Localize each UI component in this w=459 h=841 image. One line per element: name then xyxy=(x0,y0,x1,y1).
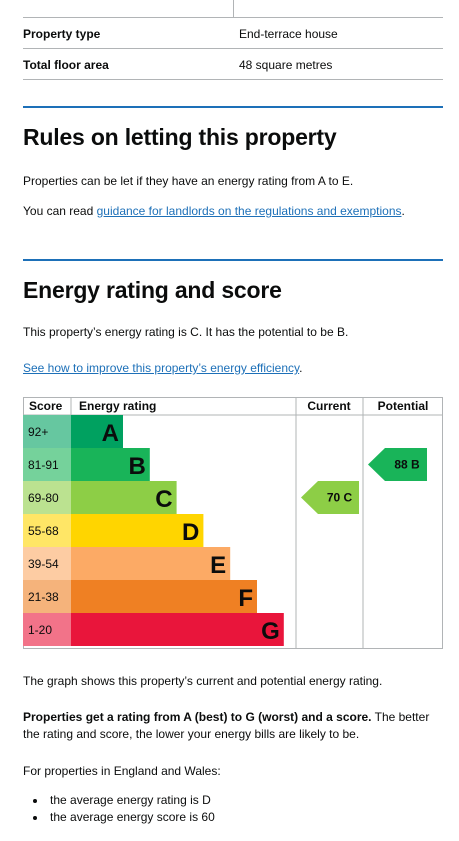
average-intro: For properties in England and Wales: xyxy=(23,764,221,778)
rating-bar-f xyxy=(71,580,257,613)
score-cell-f xyxy=(23,580,71,613)
summary-table-top xyxy=(23,0,443,18)
rating-bar-a xyxy=(71,415,123,448)
current-rating-marker-label: 70 C xyxy=(327,491,353,505)
rating-bar-d xyxy=(71,514,204,547)
score-range-e: 39-54 xyxy=(28,557,59,571)
score-cell-b xyxy=(23,448,71,481)
current-rating-marker xyxy=(301,481,359,514)
section-rule xyxy=(23,106,443,108)
rating-bar-c xyxy=(71,481,177,514)
rating-letter-a: A xyxy=(102,420,119,447)
potential-header: Potential xyxy=(378,399,429,413)
rating-letter-f: F xyxy=(238,585,253,612)
read-suffix: . xyxy=(401,204,405,218)
property-type-label: Property type xyxy=(23,27,101,41)
rating-letter-e: E xyxy=(210,552,226,579)
score-range-b: 81-91 xyxy=(28,458,59,472)
average-list: the average energy rating is D the avera… xyxy=(23,792,215,826)
letting-text: Properties can be let if they have an en… xyxy=(23,174,354,188)
score-header: Score xyxy=(29,399,63,413)
floor-area-value: 48 square metres xyxy=(239,58,333,72)
rating-letter-d: D xyxy=(182,519,199,546)
read-prefix: You can read xyxy=(23,204,97,218)
list-item: the average energy rating is D xyxy=(23,792,215,809)
potential-rating-marker xyxy=(368,448,427,481)
score-cell-g xyxy=(23,613,71,646)
section-rule xyxy=(23,259,443,261)
potential-rating-marker-label: 88 B xyxy=(394,458,420,472)
floor-area-label: Total floor area xyxy=(23,58,109,72)
score-range-c: 69-80 xyxy=(28,491,59,505)
rating-header: Energy rating xyxy=(79,399,156,413)
table-row: Total floor area 48 square metres xyxy=(23,49,443,80)
rating-explanation: Properties get a rating from A (best) to… xyxy=(23,709,443,743)
improve-suffix: . xyxy=(299,361,303,375)
energy-rating-text: This property’s energy rating is C. It h… xyxy=(23,325,349,339)
landlord-guidance-link[interactable]: guidance for landlords on the regulation… xyxy=(96,204,402,218)
rating-letter-g: G xyxy=(261,618,280,645)
rating-bar-e xyxy=(71,547,231,580)
score-range-a: 92+ xyxy=(28,425,48,439)
improve-paragraph: See how to improve this property’s energ… xyxy=(23,360,443,377)
list-item: the average energy score is 60 xyxy=(23,809,215,826)
letting-heading: Rules on letting this property xyxy=(23,124,337,150)
rating-explanation-rest: The better the rating and score, the low… xyxy=(23,710,430,741)
rating-bar-g xyxy=(71,613,284,646)
score-range-g: 1-20 xyxy=(28,623,52,637)
improve-efficiency-link[interactable]: See how to improve this property’s energ… xyxy=(23,361,300,375)
rating-explanation-bold: Properties get a rating from A (best) to… xyxy=(23,710,372,724)
property-type-value: End-terrace house xyxy=(239,27,338,41)
table-row: Property type End-terrace house xyxy=(23,18,443,49)
rating-letter-c: C xyxy=(155,486,172,513)
score-cell-d xyxy=(23,514,71,547)
rating-bar-b xyxy=(71,448,150,481)
energy-heading: Energy rating and score xyxy=(23,277,282,303)
score-cell-a xyxy=(23,415,71,448)
score-range-f: 21-38 xyxy=(28,590,59,604)
energy-rating-chart: Score Energy rating Current Potential 92+ A 81… xyxy=(23,397,443,649)
score-range-d: 55-68 xyxy=(28,524,59,538)
rating-letter-b: B xyxy=(128,453,145,480)
table-divider xyxy=(233,0,234,17)
graph-caption: The graph shows this property’s current … xyxy=(23,674,383,688)
letting-guidance: You can read guidance for landlords on t… xyxy=(23,203,443,220)
current-header: Current xyxy=(307,399,350,413)
score-cell-c xyxy=(23,481,71,514)
score-cell-e xyxy=(23,547,71,580)
